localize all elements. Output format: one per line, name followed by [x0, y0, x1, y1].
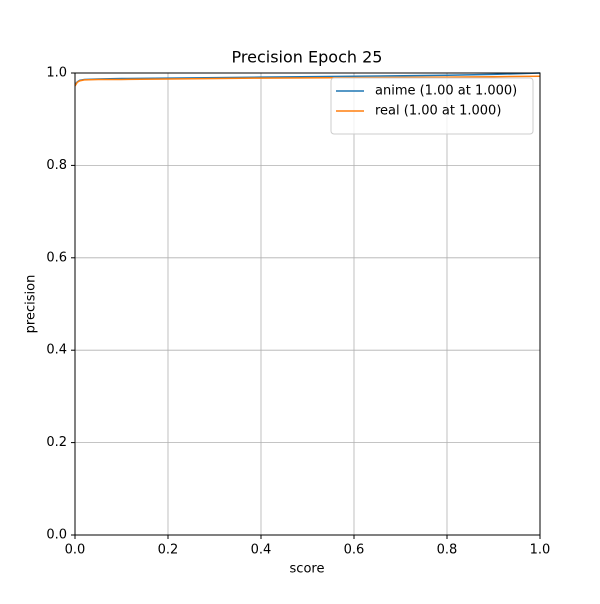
legend-label: real (1.00 at 1.000)	[375, 104, 501, 119]
x-tick-label: 0.0	[65, 543, 86, 558]
y-tick-label: 0.4	[46, 343, 67, 358]
legend-box	[330, 77, 534, 135]
y-tick-label: 1.0	[46, 66, 67, 81]
legend-label: anime (1.00 at 1.000)	[375, 84, 517, 99]
x-axis-label: score	[290, 562, 325, 577]
x-tick-label: 1.0	[530, 543, 551, 558]
x-tick-label: 0.6	[344, 543, 365, 558]
x-tick-label: 0.8	[437, 543, 458, 558]
series-line	[74, 75, 541, 87]
x-tick-label: 0.4	[251, 543, 272, 558]
chart-title: Precision Epoch 25	[232, 48, 383, 67]
x-tick-label: 0.2	[158, 543, 179, 558]
y-tick-label: 0.6	[46, 250, 67, 265]
y-tick-label: 0.8	[46, 158, 67, 173]
y-tick-label: 0.0	[46, 528, 67, 543]
plot-frame	[74, 72, 541, 536]
y-axis-label: precision	[24, 275, 39, 334]
y-tick-label: 0.2	[46, 435, 67, 450]
